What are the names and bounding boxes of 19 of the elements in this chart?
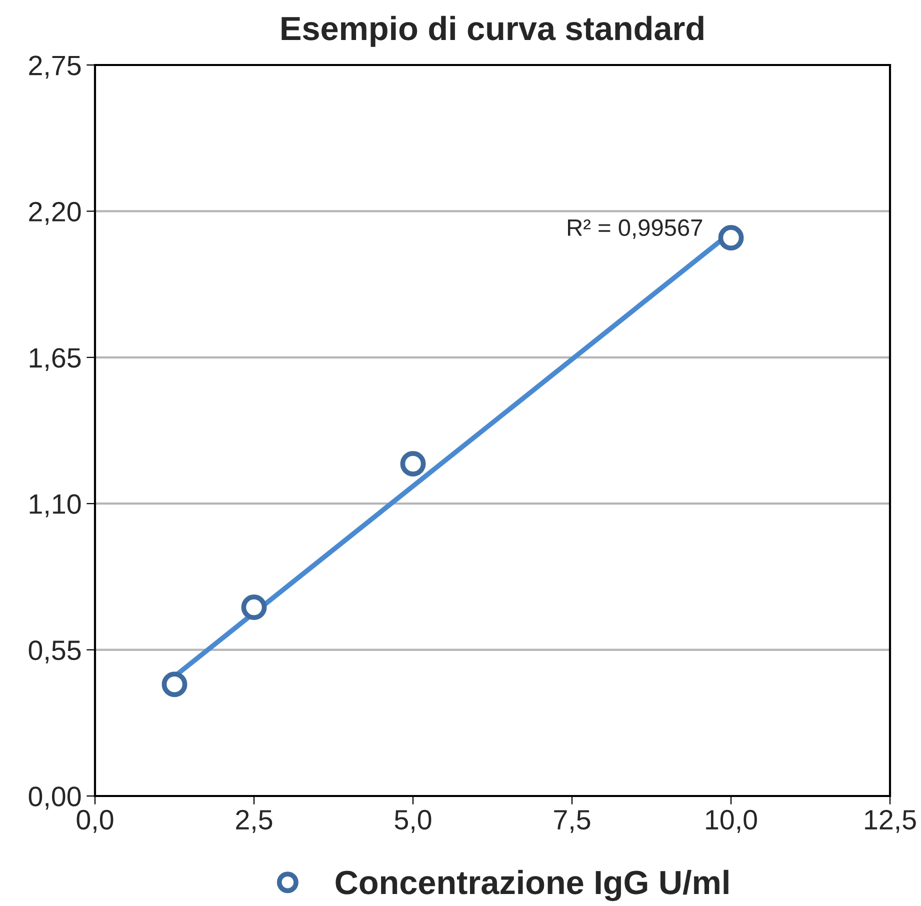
x-tick-label: 5,0 bbox=[394, 810, 432, 833]
point bbox=[718, 225, 744, 251]
y-tick-label: 2,75 bbox=[29, 56, 81, 79]
y-tick-label: 0,55 bbox=[28, 640, 81, 664]
y-tick-label: 2,20 bbox=[29, 202, 81, 225]
legend-label: Concentrazione IgG U/ml bbox=[336, 870, 728, 902]
x-tick-label: 0,0 bbox=[76, 810, 114, 833]
point bbox=[241, 594, 267, 620]
point bbox=[162, 672, 188, 698]
y-tick-label: 1,65 bbox=[30, 348, 81, 372]
x-tick-label: 10,0 bbox=[706, 810, 757, 833]
y-tick-label: 0,00 bbox=[28, 786, 81, 810]
y-tick-label: 1,10 bbox=[30, 494, 81, 518]
x-tick-label: 7,5 bbox=[554, 810, 590, 833]
x-tick-label: 2,5 bbox=[236, 810, 272, 833]
chart-title: Esempio di curva standard bbox=[282, 16, 704, 47]
annotation: R² = 0,99567 bbox=[568, 219, 702, 239]
point bbox=[400, 451, 426, 476]
x-tick-label: 12,5 bbox=[865, 810, 916, 833]
